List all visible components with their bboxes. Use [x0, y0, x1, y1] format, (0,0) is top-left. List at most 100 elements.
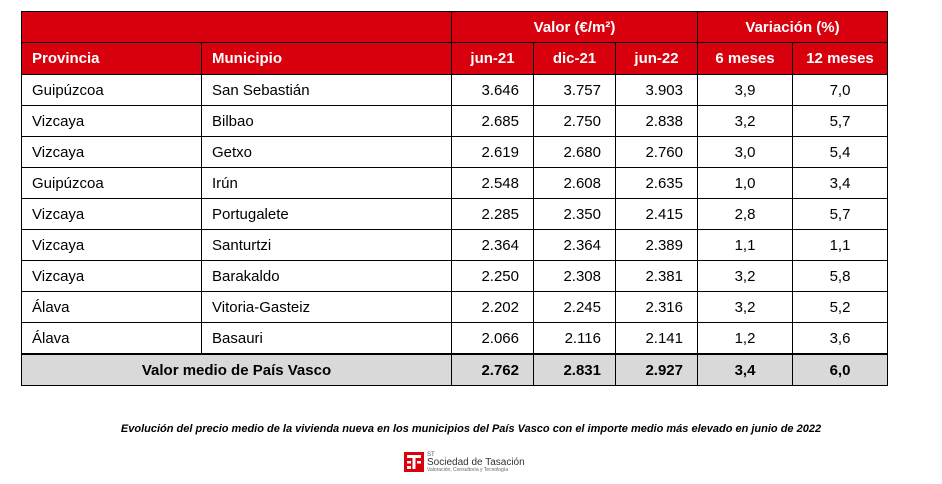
- cell-municipio: Santurtzi: [201, 229, 452, 261]
- cell-municipio: Getxo: [201, 136, 452, 168]
- cell-municipio: Barakaldo: [201, 260, 452, 292]
- col-12-meses: 12 meses: [791, 42, 889, 75]
- table-row: Vizcaya Getxo 2.619 2.680 2.760 3,0 5,4: [21, 136, 889, 168]
- table-body: Guipúzcoa San Sebastián 3.646 3.757 3.903 3,9…: [21, 74, 889, 355]
- table-row: Vizcaya Portugalete 2.285 2.350 2.415 2,8 5,7: [21, 198, 889, 230]
- cell-6-meses: 1,0: [697, 167, 793, 199]
- cell-jun21: 2.619: [451, 136, 534, 168]
- cell-jun21: 2.548: [451, 167, 534, 199]
- cell-12-meses: 5,8: [791, 260, 889, 292]
- st-logo-icon: [404, 452, 424, 472]
- cell-12-meses: 3,4: [791, 167, 889, 199]
- average-6-meses: 3,4: [697, 353, 793, 386]
- logo-tagline: Valoración, Consultoría y Tecnología: [427, 466, 508, 473]
- cell-dic21: 2.350: [533, 198, 616, 230]
- table-row: Vizcaya Barakaldo 2.250 2.308 2.381 3,2 5,8: [21, 260, 889, 292]
- cell-dic21: 2.608: [533, 167, 616, 199]
- col-6-meses: 6 meses: [697, 42, 793, 75]
- cell-6-meses: 3,2: [697, 260, 793, 292]
- cell-12-meses: 5,4: [791, 136, 889, 168]
- cell-dic21: 2.364: [533, 229, 616, 261]
- cell-6-meses: 3,2: [697, 291, 793, 323]
- cell-municipio: Vitoria-Gasteiz: [201, 291, 452, 323]
- cell-dic21: 2.245: [533, 291, 616, 323]
- header-group-row: Valor (€/m²) Variación (%): [21, 11, 889, 43]
- table-row: Guipúzcoa San Sebastián 3.646 3.757 3.903 3,9…: [21, 74, 889, 106]
- average-jun21: 2.762: [451, 353, 534, 386]
- cell-jun22: 2.316: [615, 291, 698, 323]
- table-row: Vizcaya Bilbao 2.685 2.750 2.838 3,2 5,7: [21, 105, 889, 137]
- col-municipio: Municipio: [201, 42, 452, 75]
- cell-12-meses: 7,0: [791, 74, 889, 106]
- cell-jun22: 3.903: [615, 74, 698, 106]
- cell-provincia: Vizcaya: [21, 260, 202, 292]
- cell-provincia: Guipúzcoa: [21, 167, 202, 199]
- cell-6-meses: 2,8: [697, 198, 793, 230]
- cell-provincia: Vizcaya: [21, 229, 202, 261]
- cell-provincia: Vizcaya: [21, 136, 202, 168]
- header-empty-cell: [21, 11, 452, 43]
- table-row: Álava Basauri 2.066 2.116 2.141 1,2 3,6: [21, 322, 889, 355]
- cell-6-meses: 3,9: [697, 74, 793, 106]
- logo-name: Sociedad de Tasación: [427, 456, 525, 468]
- cell-6-meses: 3,2: [697, 105, 793, 137]
- cell-jun22: 2.389: [615, 229, 698, 261]
- cell-municipio: Bilbao: [201, 105, 452, 137]
- cell-municipio: San Sebastián: [201, 74, 452, 106]
- cell-jun22: 2.381: [615, 260, 698, 292]
- cell-jun21: 2.685: [451, 105, 534, 137]
- cell-dic21: 2.680: [533, 136, 616, 168]
- cell-jun22: 2.415: [615, 198, 698, 230]
- header-columns-row: Provincia Municipio jun-21 dic-21 jun-22…: [21, 42, 889, 75]
- average-jun22: 2.927: [615, 353, 698, 386]
- average-12-meses: 6,0: [791, 353, 889, 386]
- cell-jun22: 2.838: [615, 105, 698, 137]
- logo-text: ST Sociedad de Tasación Valoración, Cons…: [427, 452, 525, 473]
- cell-dic21: 2.308: [533, 260, 616, 292]
- cell-jun21: 2.250: [451, 260, 534, 292]
- average-label: Valor medio de País Vasco: [21, 353, 452, 386]
- average-row: Valor medio de País Vasco 2.762 2.831 2.…: [21, 353, 889, 386]
- cell-jun21: 2.202: [451, 291, 534, 323]
- cell-municipio: Basauri: [201, 322, 452, 355]
- cell-12-meses: 5,2: [791, 291, 889, 323]
- table-caption: Evolución del precio medio de la viviend…: [120, 423, 822, 435]
- table-row: Vizcaya Santurtzi 2.364 2.364 2.389 1,1 1,1: [21, 229, 889, 261]
- cell-dic21: 2.750: [533, 105, 616, 137]
- cell-12-meses: 1,1: [791, 229, 889, 261]
- logo-abbrev: ST: [427, 451, 435, 458]
- price-table: Valor (€/m²) Variación (%) Provincia Mun…: [21, 11, 889, 386]
- cell-6-meses: 1,1: [697, 229, 793, 261]
- cell-6-meses: 1,2: [697, 322, 793, 355]
- cell-provincia: Vizcaya: [21, 198, 202, 230]
- table-row: Álava Vitoria-Gasteiz 2.202 2.245 2.316 3,2 5,…: [21, 291, 889, 323]
- cell-6-meses: 3,0: [697, 136, 793, 168]
- cell-municipio: Irún: [201, 167, 452, 199]
- cell-provincia: Álava: [21, 322, 202, 355]
- cell-jun21: 3.646: [451, 74, 534, 106]
- average-dic21: 2.831: [533, 353, 616, 386]
- cell-12-meses: 5,7: [791, 105, 889, 137]
- cell-jun21: 2.066: [451, 322, 534, 355]
- col-dic21: dic-21: [533, 42, 616, 75]
- cell-jun22: 2.635: [615, 167, 698, 199]
- header-variacion: Variación (%): [696, 11, 889, 43]
- cell-dic21: 3.757: [533, 74, 616, 106]
- cell-jun22: 2.760: [615, 136, 698, 168]
- col-jun21: jun-21: [451, 42, 534, 75]
- cell-municipio: Portugalete: [201, 198, 452, 230]
- col-provincia: Provincia: [21, 42, 202, 75]
- cell-jun21: 2.364: [451, 229, 534, 261]
- cell-provincia: Álava: [21, 291, 202, 323]
- table-row: Guipúzcoa Irún 2.548 2.608 2.635 1,0 3,4: [21, 167, 889, 199]
- cell-12-meses: 5,7: [791, 198, 889, 230]
- cell-provincia: Vizcaya: [21, 105, 202, 137]
- cell-12-meses: 3,6: [791, 322, 889, 355]
- cell-provincia: Guipúzcoa: [21, 74, 202, 106]
- company-logo: ST Sociedad de Tasación Valoración, Cons…: [404, 450, 525, 474]
- cell-jun21: 2.285: [451, 198, 534, 230]
- header-valor: Valor (€/m²): [451, 11, 698, 43]
- cell-dic21: 2.116: [533, 322, 616, 355]
- cell-jun22: 2.141: [615, 322, 698, 355]
- col-jun22: jun-22: [615, 42, 698, 75]
